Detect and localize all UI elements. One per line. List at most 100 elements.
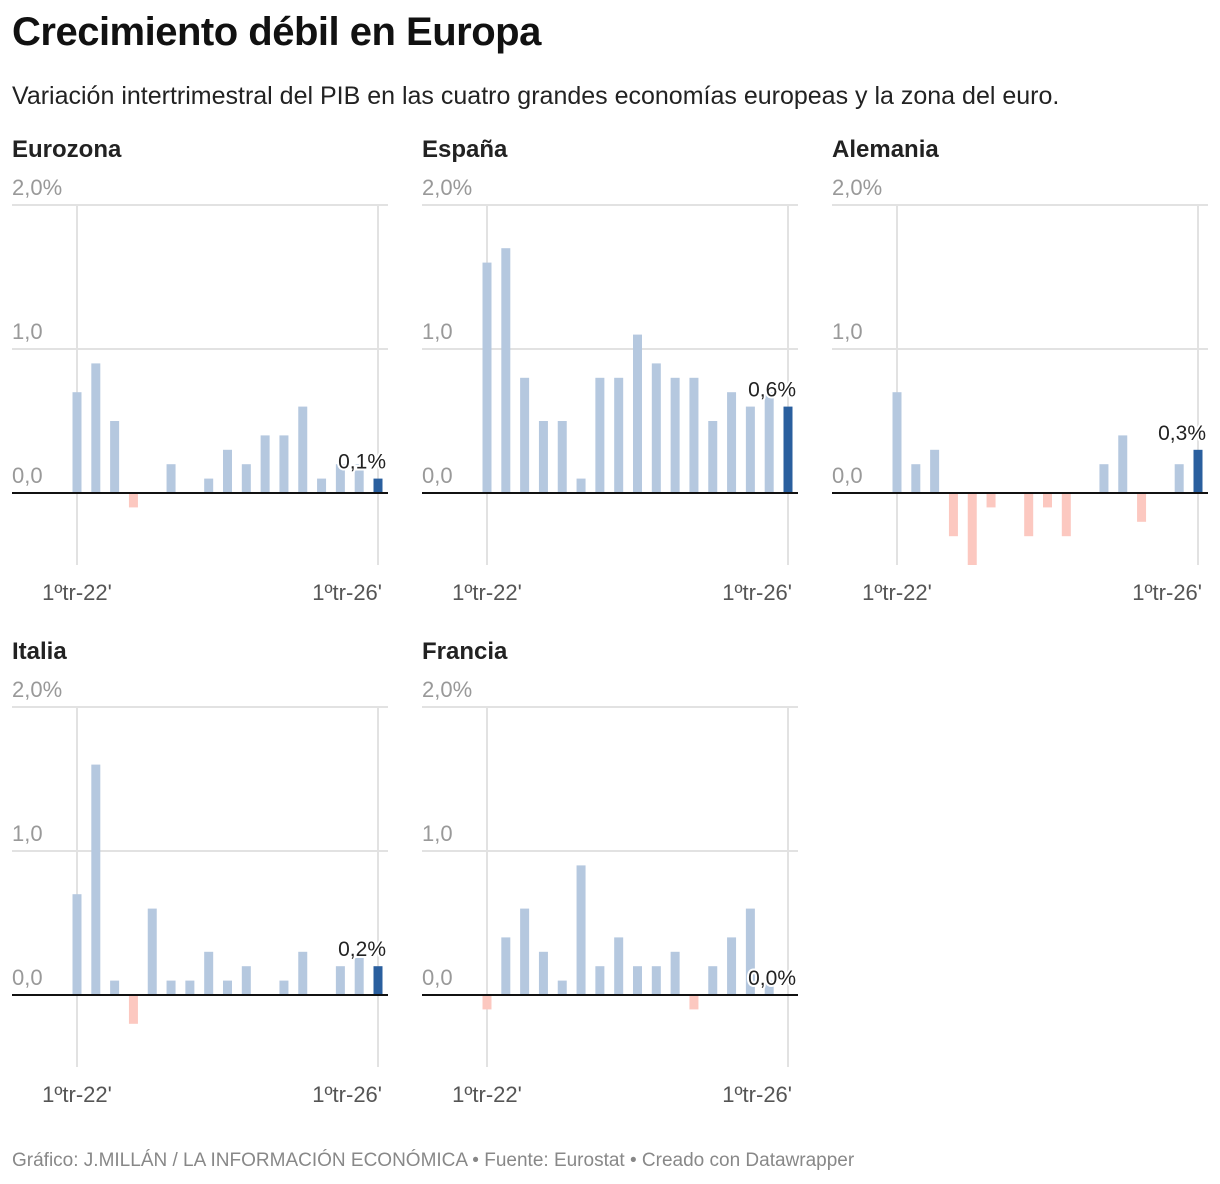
- bar-1T22: [482, 995, 492, 1010]
- last-value-label: 0,2%: [338, 938, 386, 961]
- y-tick-label: 0,0: [12, 965, 43, 990]
- y-tick-label: 0,0: [12, 463, 43, 488]
- x-tick-label: 1ºtr-22': [452, 1082, 522, 1107]
- bar-3T25: [335, 464, 345, 493]
- bar-2T24: [241, 464, 251, 493]
- panel-title: España: [422, 136, 508, 163]
- panel-title: Italia: [12, 638, 67, 665]
- bar-2T25: [727, 392, 737, 493]
- bar-2T23: [166, 980, 176, 995]
- bar-1T24: [1043, 493, 1052, 508]
- bar-2T23: [576, 865, 586, 995]
- bar-1T24: [633, 966, 642, 995]
- last-value-label: 0,1%: [338, 451, 386, 474]
- y-tick-label: 0,0: [422, 965, 453, 990]
- y-tick-label: 2,0%: [12, 677, 62, 702]
- bar-4T23: [614, 377, 624, 493]
- y-tick-label: 1,0: [422, 821, 453, 846]
- y-tick-label: 2,0%: [422, 677, 472, 702]
- bar-4T22: [128, 493, 138, 508]
- bar-2T25: [727, 937, 737, 995]
- chart-title: Crecimiento débil en Europa: [12, 10, 541, 54]
- bar-1T25: [708, 421, 718, 493]
- panel-francia: Francia 2,0% 1,0 0,0 0,0% 1ºtr-22' 1ºtr-26': [422, 638, 822, 1118]
- x-tick-label: 1ºtr-26': [722, 580, 792, 605]
- bar-3T22: [520, 908, 530, 995]
- bar-3T23: [595, 377, 605, 493]
- bar-3T22: [520, 377, 530, 493]
- bar-1T24: [223, 449, 232, 493]
- bar-1T22: [72, 392, 82, 493]
- bar-3T25: [745, 908, 755, 995]
- bar-chart: 2,0% 1,0 0,0 0,6% 1ºtr-22' 1ºtr-26': [422, 175, 798, 605]
- bar-4T23: [204, 478, 214, 493]
- bar-2T24: [651, 363, 661, 493]
- bar-2T23: [986, 493, 996, 508]
- bar-2T25: [1137, 493, 1147, 522]
- bar-1T25: [1118, 435, 1128, 493]
- x-tick-label: 1ºtr-26': [1132, 580, 1202, 605]
- panel-title: Alemania: [832, 136, 939, 163]
- bar-1T24: [633, 334, 642, 493]
- bar-2T22: [91, 363, 101, 493]
- bar-4T24: [689, 995, 699, 1010]
- bar-chart: 2,0% 1,0 0,0 0,0% 1ºtr-22' 1ºtr-26': [422, 677, 798, 1107]
- bar-1T23: [147, 908, 157, 995]
- y-tick-label: 1,0: [832, 319, 863, 344]
- bar-3T22: [110, 980, 120, 995]
- x-tick-label: 1ºtr-26': [312, 580, 382, 605]
- bar-3T24: [260, 435, 270, 493]
- panel-alemania: Alemania 2,0% 1,0 0,0 0,3% 1ºtr-22' 1ºtr-26': [832, 136, 1220, 616]
- bar-1T22: [482, 262, 492, 493]
- bar-chart: 2,0% 1,0 0,0 0,2% 1ºtr-22' 1ºtr-26': [12, 677, 388, 1107]
- bar-1T22: [892, 392, 902, 493]
- panel-title: Francia: [422, 638, 508, 665]
- bar-1T25: [708, 966, 718, 995]
- bar-4T23: [1024, 493, 1034, 537]
- x-tick-label: 1ºtr-22': [42, 1082, 112, 1107]
- bar-3T24: [670, 377, 680, 493]
- last-value-label: 0,6%: [748, 379, 796, 402]
- bar-2T25: [317, 478, 327, 493]
- panel-eurozona: Eurozona 2,0% 1,0 0,0 0,1% 1ºtr-22' 1ºtr-26': [12, 136, 412, 616]
- bar-4T24: [279, 980, 289, 995]
- bar-3T23: [185, 980, 195, 995]
- x-tick-label: 1ºtr-22': [862, 580, 932, 605]
- bar-2T23: [576, 478, 586, 493]
- panel-italia: Italia 2,0% 1,0 0,0 0,2% 1ºtr-22' 1ºtr-26': [12, 638, 412, 1118]
- panel-españa: España 2,0% 1,0 0,0 0,6% 1ºtr-22' 1ºtr-26': [422, 136, 822, 616]
- bar-chart: 2,0% 1,0 0,0 0,1% 1ºtr-22' 1ºtr-26': [12, 175, 388, 605]
- y-tick-label: 2,0%: [12, 175, 62, 200]
- y-tick-label: 2,0%: [832, 175, 882, 200]
- bar-4T25: [354, 951, 364, 995]
- y-tick-label: 0,0: [832, 463, 863, 488]
- bar-3T23: [595, 966, 605, 995]
- bar-4T22: [128, 995, 138, 1024]
- bar-2T22: [91, 764, 101, 995]
- bar-1T26: [373, 478, 383, 493]
- x-tick-label: 1ºtr-26': [312, 1082, 382, 1107]
- bar-2T24: [1061, 493, 1071, 537]
- bar-3T25: [335, 966, 345, 995]
- bar-1T22: [72, 894, 82, 995]
- bar-1T23: [967, 493, 977, 565]
- bar-2T23: [166, 464, 176, 493]
- footer-credits: Gráfico: J.MILLÁN / LA INFORMACIÓN ECONÓ…: [12, 1150, 855, 1171]
- y-tick-label: 1,0: [12, 821, 43, 846]
- bar-4T24: [689, 377, 699, 493]
- bar-1T24: [223, 980, 232, 995]
- bar-1T23: [557, 421, 567, 493]
- last-value-label: 0,3%: [1158, 422, 1206, 445]
- bar-1T26: [783, 406, 793, 493]
- y-tick-label: 1,0: [422, 319, 453, 344]
- bar-1T26: [1193, 449, 1203, 493]
- chart-subtitle: Variación intertrimestral del PIB en las…: [12, 82, 1060, 110]
- x-tick-label: 1ºtr-22': [42, 580, 112, 605]
- bar-2T22: [911, 464, 921, 493]
- bar-1T25: [298, 951, 308, 995]
- bar-2T22: [501, 937, 511, 995]
- bar-4T24: [1099, 464, 1109, 493]
- x-tick-label: 1ºtr-22': [452, 580, 522, 605]
- y-tick-label: 1,0: [12, 319, 43, 344]
- bar-4T25: [764, 980, 774, 995]
